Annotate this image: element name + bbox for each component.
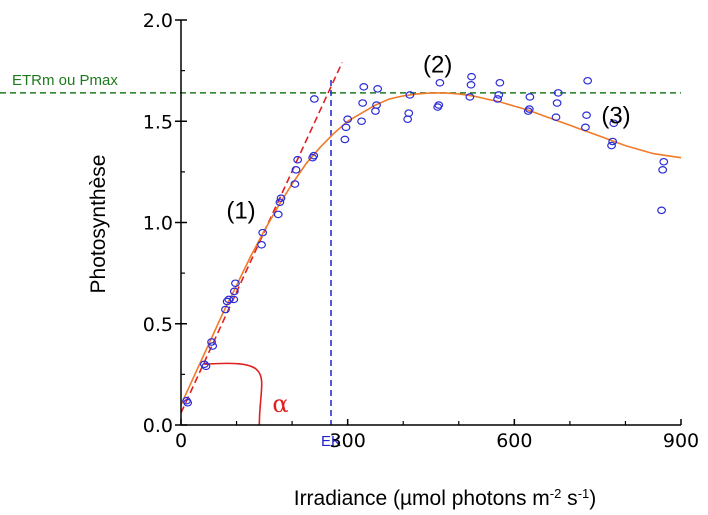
data-point [467,72,476,81]
data-point [257,240,266,249]
phase-label: (1) [226,197,255,224]
y-tick-label: 0.0 [143,415,173,437]
x-axis-title: Irradiance (µmol photons m-2 s-1) [294,486,597,511]
y-tick-label: 0.5 [143,314,173,336]
y-tick-label: 1.5 [143,111,173,133]
data-point [583,76,593,85]
data-point [373,85,383,93]
phase-label: (3) [601,102,630,129]
data-point [221,305,230,314]
x-tick-label: 300 [330,430,366,452]
alpha-arc [204,362,263,426]
data-point [275,198,285,207]
data-point [658,166,668,174]
data-point [358,99,368,107]
data-point [273,210,283,219]
data-point [494,91,504,99]
y-axis-title: Photosynthèse [87,155,110,294]
data-point [551,113,561,122]
labels: Photosynthèse Irradiance (µmol photons m… [87,155,596,510]
phase-label: (2) [423,52,452,79]
x-tick-label: 900 [663,430,699,452]
data-point [371,107,380,115]
data-point [581,123,590,132]
data-point [524,105,534,113]
data-point [229,295,239,304]
data-point [493,95,503,103]
data-point [608,137,618,146]
data-point [552,99,562,107]
data-point [229,287,239,296]
data-point [224,295,234,304]
data-point [357,117,366,126]
data-point [657,206,666,215]
data-point [403,115,413,124]
data-point [495,78,505,87]
data-point [659,157,669,166]
axes: 0.0 0.5 1.0 1.5 2.0 0 300 600 900 [143,10,699,452]
plot-area: ETRm ou Pmax EK α (1) (2) (3) [0,52,682,450]
alpha-label: α [272,390,288,418]
data-point [231,279,240,288]
data-point [309,95,319,103]
data-point [258,228,268,237]
data-point [466,81,476,89]
ek-label: EK [321,433,341,450]
x-tick-label: 0 [175,430,187,452]
data-point [434,101,444,109]
data-point [609,119,619,128]
y-tick-label: 1.0 [143,213,173,235]
data-point [582,111,591,119]
data-point [199,360,209,369]
data-point [201,362,211,371]
data-point [435,78,445,87]
data-point [607,141,616,150]
data-point [341,123,351,132]
data-point [290,180,300,188]
data-point [359,83,369,91]
data-point [276,194,286,203]
x-tick-label: 600 [496,430,532,452]
data-point [208,342,218,350]
data-point [405,91,415,99]
data-point [291,166,301,174]
data-point [309,151,319,160]
data-point [525,93,535,101]
data-point [340,135,350,144]
initial-slope-line [180,62,343,414]
data-point [553,89,563,97]
data-point [404,109,414,117]
data-point [465,93,475,101]
data-point [183,398,193,407]
data-point [372,101,381,109]
fit-curve [180,92,682,406]
data-point [343,115,353,124]
data-point [293,155,303,164]
y-tick-label: 2.0 [143,10,173,32]
pmax-label: ETRm ou Pmax [12,72,118,89]
data-point [207,338,216,346]
